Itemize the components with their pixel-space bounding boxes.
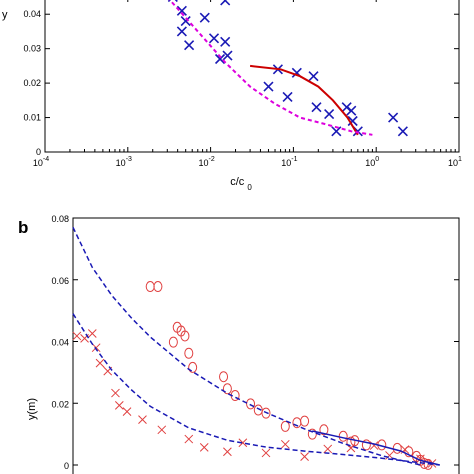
panel-a-x-tick-label-exponent: 0 [375,156,379,163]
panel-b-series-line-3 [72,313,440,466]
panel-a-data-point-x [308,71,319,82]
panel-b-data-point-x [95,358,105,368]
panel-b-data-point-circle [184,347,194,359]
panel-b-data-point-circle [280,420,290,432]
panel-b-data-point-circle [307,428,317,440]
panel-a-plot: y c/c 0 10-4 10-3 10-2 10-1 100 10100.010.020… [2,0,462,192]
panel-a-x-tick-label-exponent: -1 [291,156,297,163]
panel-a-x-tick-label: 10-4 [33,156,49,168]
panel-b-data-point-x [199,443,209,452]
panel-b-data-point-circle [219,371,229,383]
panel-a-data-point-x [397,126,408,137]
panel-a-x-tick-label-exponent: -2 [208,156,214,163]
panel-a-data-point-x [311,102,322,113]
panel-b-y-axis-label: y(m) [26,398,38,420]
panel-a-y-tick-label: 0.01 [23,113,41,123]
panel-a-x-axis-label-text: c/c [230,176,245,188]
panel-a-x-tick-label: 101 [448,156,462,168]
panel-a-y-tick-label: 0.04 [23,9,41,19]
panel-a-x-tick-label: 10-2 [198,156,214,168]
panel-b-data-point-x [261,448,271,458]
panel-a-series-line-2 [168,0,373,136]
panel-a-series-line-1 [249,64,359,136]
panel-b-y-tick-label: 0.08 [51,214,69,224]
panel-a-y-tick-label: 0 [36,147,41,157]
panel-b-data-point-circle [319,424,329,436]
panel-b-data-point-x [157,425,167,435]
panel-b-data-point-circle [180,330,190,342]
panel-b-frame [72,217,460,474]
panel-a-x-tick-label: 10-1 [281,156,297,168]
panel-a-data-point-x [199,12,210,23]
panel-b-data-point-circle [153,281,163,293]
panel-b-data-point-x [323,444,333,454]
panel-b-data-point-circle [222,383,232,395]
panel-b-data-point-circle [246,398,256,410]
panel-a-data-point-x [331,126,342,137]
panel-a-data-point-x [208,33,220,44]
panel-b-data-point-circle [188,361,198,373]
panel-b-data-point-circle [168,336,178,348]
panel-b-data-point-x [184,434,194,444]
panel-a-data-point-x [341,102,352,113]
panel-b-data-point-circle [300,415,310,427]
panel-a-data-point-x [346,105,357,116]
panel-b-data-point-circle [261,407,271,419]
panel-b-series-line-4 [312,430,440,466]
panel-a-x-axis-label-subscript: 0 [247,183,252,192]
panel-a-frame [44,0,460,153]
panel-b-y-tick-label: 0.04 [51,338,69,348]
panel-a-data-point-x [263,81,274,92]
panel-a-data-point-x [388,112,399,123]
panel-a-x-tick-label-exponent: 1 [458,156,462,163]
panel-b-data-point-circle [338,430,348,442]
panel-b-data-point-circle [361,439,371,451]
panel-a-data-point-x [347,115,358,127]
panel-b-data-point-x [91,343,101,353]
panel-a-y-tick-label: 0.02 [23,78,41,88]
panel-b-data-point-circle [404,446,414,458]
panel-b-data-point-x [114,401,124,410]
panel-b-y-tick-label: 0 [64,461,69,471]
panel-b-data-point-x [300,452,309,462]
panel-a-data-point-x [222,50,233,61]
panel-a-x-axis-label: c/c 0 [230,176,252,192]
panel-a-data-point-x [220,36,231,47]
panel-a-data-point-x [282,91,293,102]
panel-b-data-point-x [223,447,232,457]
panel-b-y-tick-label: 0.06 [51,276,69,286]
panel-a-data-point-x [184,40,195,51]
panel-b-data-point-circle [346,436,356,448]
panel-a-data-point-x [214,53,226,65]
panel-b-label: b [18,218,28,237]
panel-b-data-point-circle [145,281,155,293]
panel-a-x-tick-label-exponent: -3 [126,156,132,163]
panel-b-data-point-x [111,388,120,398]
panel-a-data-point-x [324,109,335,120]
panel-a-data-point-x [220,0,231,6]
panel-a-x-tick-label-exponent: -4 [43,156,49,163]
panel-a-y-tick-label: 0.03 [23,44,41,54]
panel-a-data-point-x [176,26,187,37]
panel-b-data-point-x [138,415,147,424]
panel-a-x-tick-label: 100 [365,156,379,168]
panel-b-series-line-2 [72,226,421,466]
panel-a-y-axis-label: y [2,9,8,21]
panel-b-data-point-circle [392,442,402,454]
panel-a-x-tick-label: 10-3 [116,156,132,168]
panel-a-data-point-x [176,5,187,16]
panel-b-plot: b y(m) 0 0.02 0.04 0.06 0.08 [18,214,460,474]
panel-a-data-point-x [167,0,178,3]
panel-a-data-point-x [180,16,191,27]
panel-b-data-point-x [238,438,248,448]
panel-b-data-point-x [72,331,82,341]
panel-b-data-point-x [122,407,132,416]
panel-b-y-tick-label: 0.02 [51,399,69,409]
panel-b-data-point-x [87,329,97,338]
panel-b-data-point-x [280,439,290,449]
